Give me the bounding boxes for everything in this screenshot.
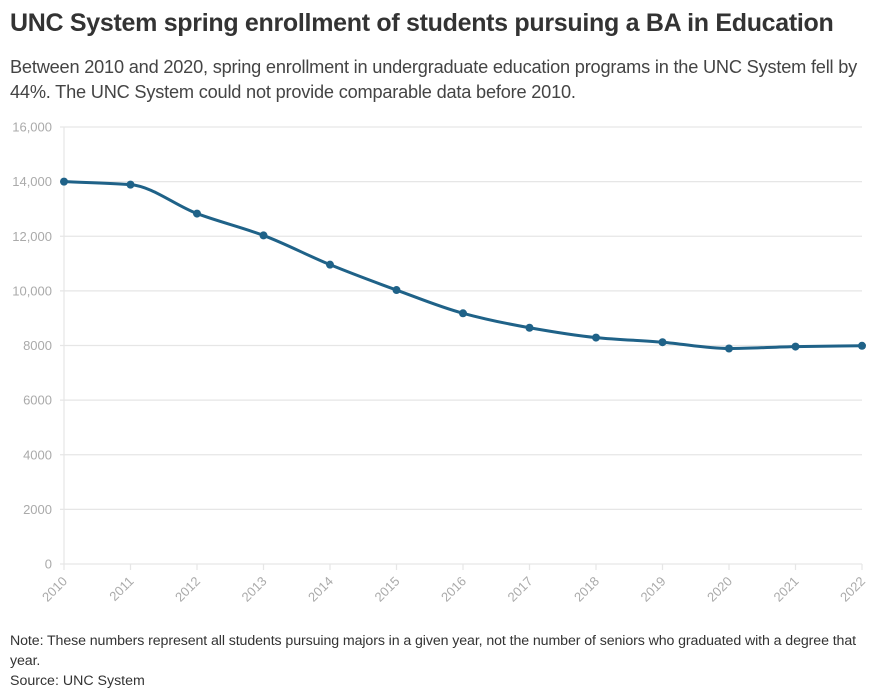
y-tick-label: 10,000 — [12, 283, 52, 298]
gridlines — [60, 126, 862, 565]
footnote: Note: These numbers represent all studen… — [10, 633, 856, 669]
data-point — [126, 180, 135, 189]
y-tick-label: 0 — [45, 557, 52, 572]
x-tick-label: 2013 — [239, 574, 270, 605]
data-point — [326, 260, 334, 269]
chart-title: UNC System spring enrollment of students… — [10, 9, 834, 37]
series-line — [62, 180, 864, 351]
y-tick-label: 2000 — [23, 502, 52, 517]
y-tick-label: 16,000 — [12, 120, 52, 135]
data-point — [259, 231, 268, 240]
y-tick-label: 6000 — [23, 393, 52, 408]
data-point — [858, 341, 866, 350]
chart-subtitle: Between 2010 and 2020, spring enrollment… — [10, 57, 858, 102]
y-axis: 0 2000 4000 6000 8000 10,000 12,000 14,000 16,00… — [12, 120, 52, 572]
y-tick-label: 8000 — [23, 338, 52, 353]
series-layer — [60, 177, 866, 353]
y-tick-label: 12,000 — [12, 229, 52, 244]
data-point — [658, 338, 667, 347]
x-tick-label: 2022 — [837, 574, 868, 605]
x-axis: 2010 2011 2012 2013 2014 2015 2016 2017 2018 2019… — [39, 564, 868, 605]
y-tick-label: 14,000 — [12, 174, 52, 189]
y-tick-label: 4000 — [23, 447, 52, 462]
data-point — [459, 309, 467, 318]
data-point — [791, 342, 800, 351]
data-point — [392, 286, 401, 295]
x-tick-label: 2016 — [438, 574, 469, 605]
data-point — [725, 344, 733, 353]
x-tick-label: 2011 — [106, 574, 136, 604]
data-point — [592, 333, 600, 342]
x-tick-label: 2015 — [372, 574, 403, 605]
x-tick-label: 2012 — [172, 574, 203, 605]
data-point — [525, 323, 534, 332]
source-credit: Source: UNC System — [10, 673, 145, 689]
x-tick-label: 2020 — [704, 574, 735, 605]
x-tick-label: 2017 — [505, 574, 536, 605]
data-point — [60, 177, 68, 186]
x-tick-label: 2018 — [571, 574, 602, 605]
x-tick-label: 2014 — [305, 574, 336, 605]
x-tick-label: 2021 — [771, 574, 802, 605]
line-chart: 0 2000 4000 6000 8000 10,000 12,000 14,000 16,00… — [12, 120, 868, 605]
x-tick-label: 2019 — [638, 574, 669, 605]
data-point — [193, 209, 201, 218]
x-tick-label: 2010 — [39, 574, 70, 605]
